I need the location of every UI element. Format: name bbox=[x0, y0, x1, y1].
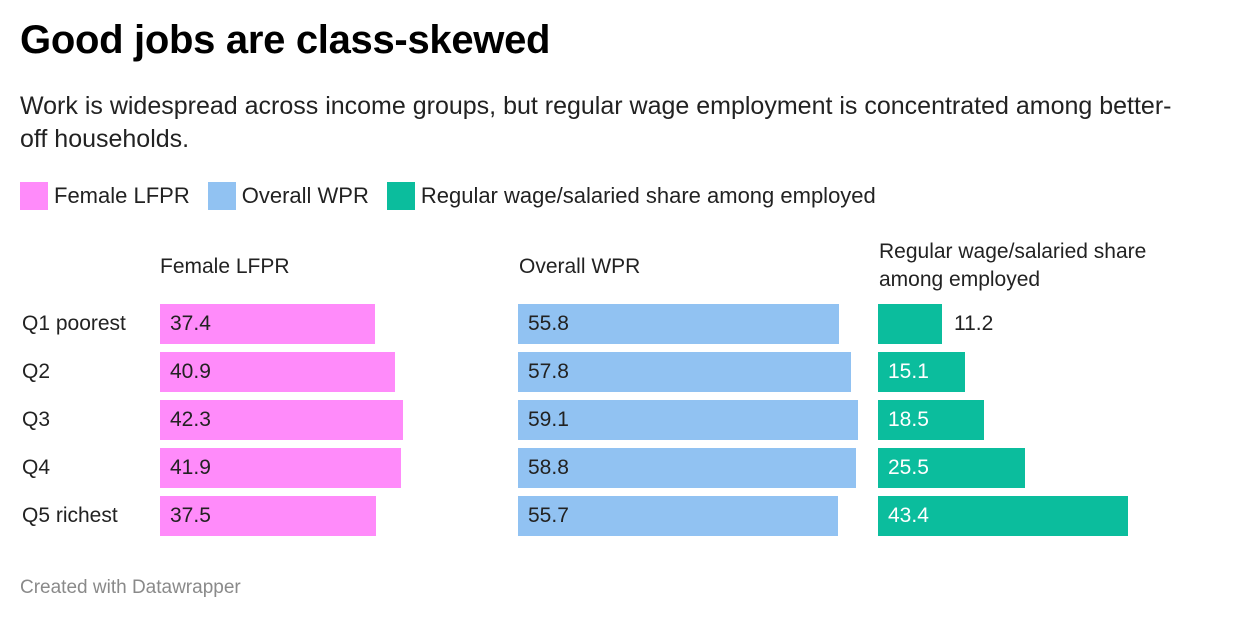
panel-title-female-lfpr: Female LFPR bbox=[160, 255, 290, 278]
bar-regular-wage-share bbox=[878, 400, 984, 440]
data-label: 15.1 bbox=[888, 360, 929, 383]
data-label: 42.3 bbox=[170, 408, 211, 431]
data-label: 55.8 bbox=[528, 312, 569, 335]
data-label: 55.7 bbox=[528, 504, 569, 527]
data-label: 37.4 bbox=[170, 312, 211, 335]
panel-title-regular-wage-share: Regular wage/salaried share among employ… bbox=[879, 240, 1147, 291]
data-label: 37.5 bbox=[170, 504, 211, 527]
bar-female-lfpr bbox=[160, 496, 376, 536]
legend-item-regular-wage-share: Regular wage/salaried share among employ… bbox=[386, 182, 876, 210]
row-label: Q3 bbox=[22, 408, 51, 431]
bar-female-lfpr bbox=[160, 352, 395, 392]
bar-regular-wage-share bbox=[878, 352, 965, 392]
row-label: Q2 bbox=[22, 360, 51, 383]
bar-overall-wpr bbox=[518, 448, 856, 488]
bar-overall-wpr bbox=[518, 304, 839, 344]
bar-overall-wpr bbox=[518, 400, 858, 440]
data-label: 57.8 bbox=[528, 360, 569, 383]
bar-regular-wage-share bbox=[878, 496, 1128, 536]
row-label: Q5 richest bbox=[22, 504, 118, 527]
data-label: 11.2 bbox=[954, 312, 994, 335]
data-label: 40.9 bbox=[170, 360, 211, 383]
row-label: Q4 bbox=[22, 456, 51, 479]
legend-item-female-lfpr: Female LFPR bbox=[20, 182, 190, 210]
bar-female-lfpr bbox=[160, 448, 401, 488]
data-label: 25.5 bbox=[888, 456, 929, 479]
data-label: 58.8 bbox=[528, 456, 569, 479]
data-label: 18.5 bbox=[888, 408, 929, 431]
legend-swatch bbox=[207, 182, 236, 210]
legend-label: Regular wage/salaried share among employ… bbox=[420, 183, 876, 208]
row-label: Q1 poorest bbox=[22, 312, 126, 335]
bar-regular-wage-share bbox=[878, 304, 942, 344]
bar-female-lfpr bbox=[160, 400, 403, 440]
data-label: 43.4 bbox=[888, 504, 929, 527]
legend: Female LFPR Overall WPR Regular wage/sal… bbox=[20, 181, 894, 211]
legend-swatch bbox=[386, 182, 415, 210]
bar-overall-wpr bbox=[518, 352, 851, 392]
chart-title: Good jobs are class-skewed bbox=[20, 18, 551, 62]
data-label: 41.9 bbox=[170, 456, 211, 479]
footer-credit: Created with Datawrapper bbox=[20, 577, 241, 598]
legend-swatch bbox=[20, 182, 48, 210]
data-label: 59.1 bbox=[528, 408, 569, 431]
bar-regular-wage-share bbox=[878, 448, 1025, 488]
bar-overall-wpr bbox=[518, 496, 838, 536]
chart-subtitle: Work is widespread across income groups,… bbox=[20, 92, 1172, 153]
bar-female-lfpr bbox=[160, 304, 375, 344]
panel-title-overall-wpr: Overall WPR bbox=[519, 255, 641, 278]
legend-label: Female LFPR bbox=[54, 183, 190, 208]
legend-label: Overall WPR bbox=[241, 183, 369, 208]
legend-item-overall-wpr: Overall WPR bbox=[207, 182, 369, 210]
